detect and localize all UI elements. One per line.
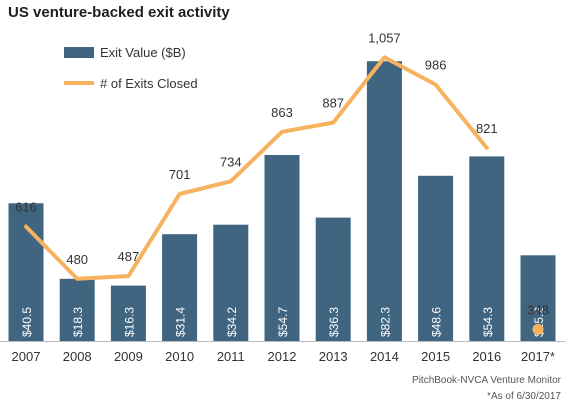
x-axis: 2007 2008 2009 2010 2011 2012 2013 2014 2015 2016…	[0, 341, 565, 364]
x-tick-label: 2015	[421, 349, 450, 364]
x-tick-label: 2007	[12, 349, 41, 364]
bar-value-label: $54.7	[276, 307, 290, 337]
x-tick-label: 2009	[114, 349, 143, 364]
line-labels-layer: 616 480 487 701 734 863 887 1,057 986 821 348	[15, 30, 549, 317]
exits-line	[24, 55, 489, 281]
bar-2014	[366, 61, 402, 341]
legend-line-label: # of Exits Closed	[100, 76, 198, 91]
bar-2013	[315, 217, 351, 341]
bar-2009	[110, 285, 146, 341]
bar-value-label: $18.3	[71, 307, 85, 337]
x-tick-label: 2010	[165, 349, 194, 364]
bar-labels-layer: $40.5 $18.3 $16.3 $31.4 $34.2 $54.7 $36.3 $82.3…	[20, 307, 546, 337]
x-tick-label: 2017*	[521, 349, 555, 364]
exits-value-label: 863	[271, 105, 293, 120]
bar-2016	[469, 156, 505, 341]
bar-value-label: $34.2	[225, 307, 239, 337]
exits-value-label: 1,057	[368, 30, 401, 45]
x-tick-label: 2016	[472, 349, 501, 364]
x-tick-label: 2011	[217, 349, 245, 364]
x-tick-label: 2008	[63, 349, 92, 364]
bar-value-label: $48.6	[430, 307, 444, 337]
bar-value-label: $82.3	[378, 307, 392, 337]
bar-value-label: $40.5	[20, 307, 34, 337]
exits-value-label: 887	[322, 96, 344, 111]
footnote: *As of 6/30/2017	[487, 391, 561, 402]
line-layer	[24, 55, 544, 335]
source-note: PitchBook-NVCA Venture Monitor	[412, 375, 561, 386]
exits-value-label: 986	[425, 58, 447, 73]
bars-layer	[8, 61, 556, 341]
bar-2012	[264, 155, 300, 341]
bar-value-label: $54.3	[481, 307, 495, 337]
bar-value-label: $36.3	[327, 307, 341, 337]
legend: Exit Value ($B) # of Exits Closed	[64, 45, 198, 91]
exits-value-label: 487	[118, 249, 140, 264]
exits-value-label: 734	[220, 154, 242, 169]
legend-bar-swatch	[64, 47, 94, 58]
bar-2010	[162, 234, 198, 341]
exits-value-label: 701	[169, 167, 191, 182]
x-tick-label: 2014	[370, 349, 399, 364]
exits-point-2017*	[532, 323, 544, 335]
exits-value-label: 616	[15, 200, 37, 215]
legend-bar-label: Exit Value ($B)	[100, 45, 186, 60]
exits-value-label: 821	[476, 121, 498, 136]
x-tick-label: 2013	[319, 349, 348, 364]
bar-2008	[59, 278, 95, 341]
bar-value-label: $31.4	[174, 307, 188, 337]
x-tick-label: 2012	[268, 349, 297, 364]
bar-value-label: $16.3	[122, 307, 136, 337]
chart-title: US venture-backed exit activity	[8, 4, 230, 21]
bar-2011	[213, 224, 249, 341]
exits-value-label: 348	[527, 302, 549, 317]
bar-2015	[418, 175, 454, 341]
exits-value-label: 480	[66, 252, 88, 267]
